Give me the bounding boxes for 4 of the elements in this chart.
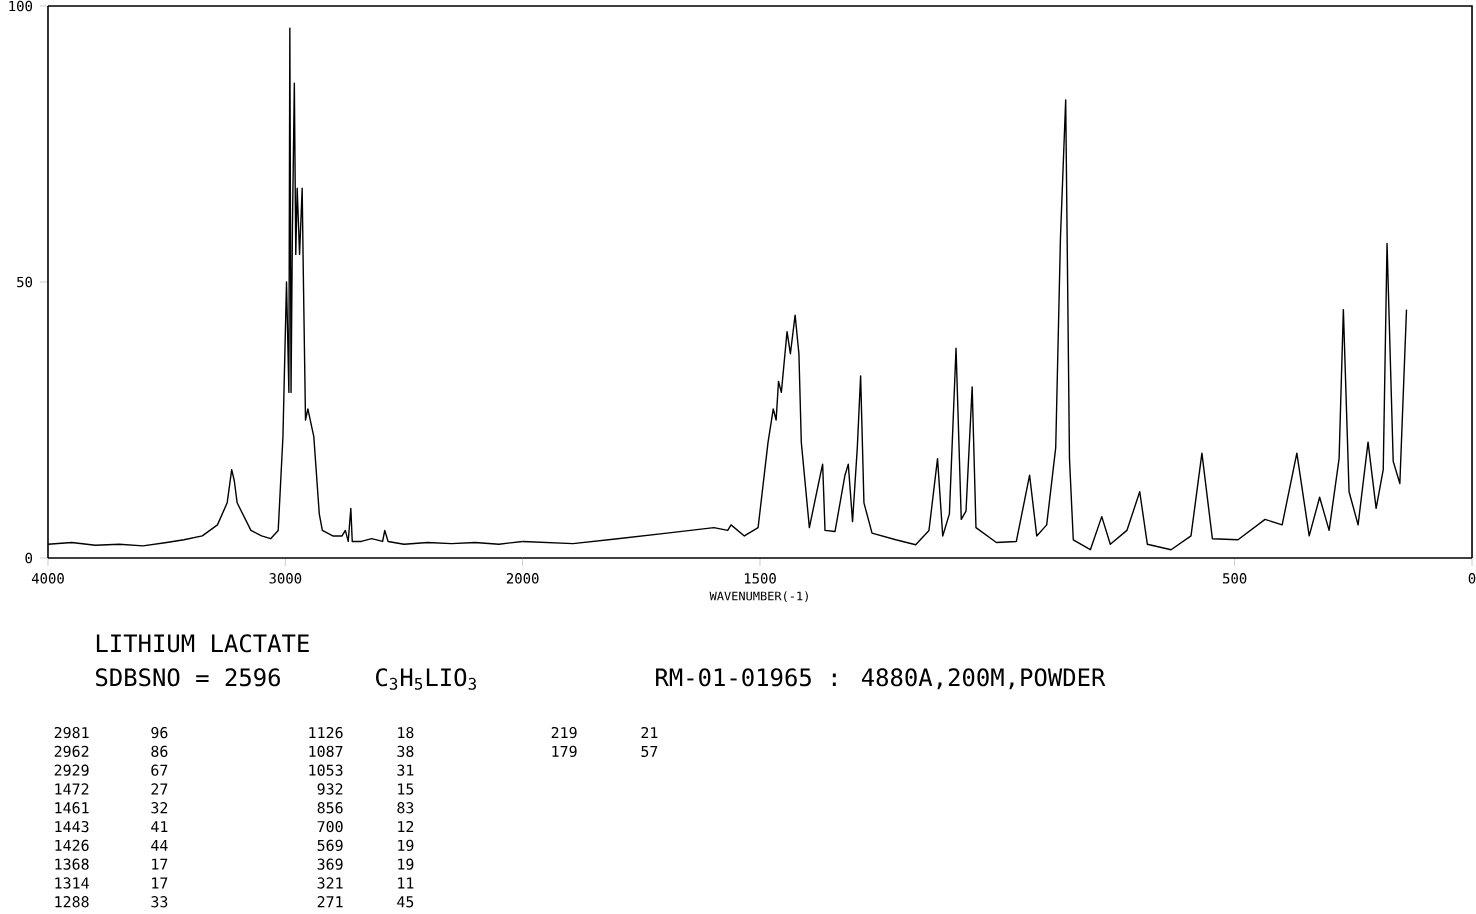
text: C$_{3}$H$_{5}$LIO$_{3}$	[376, 668, 476, 690]
text: SDBSNO = 2596	[96, 668, 280, 687]
text: RM-01-01965 : 4880A,200M,POWDER	[656, 668, 1106, 690]
text: LITHIUM LACTATE	[96, 634, 309, 653]
